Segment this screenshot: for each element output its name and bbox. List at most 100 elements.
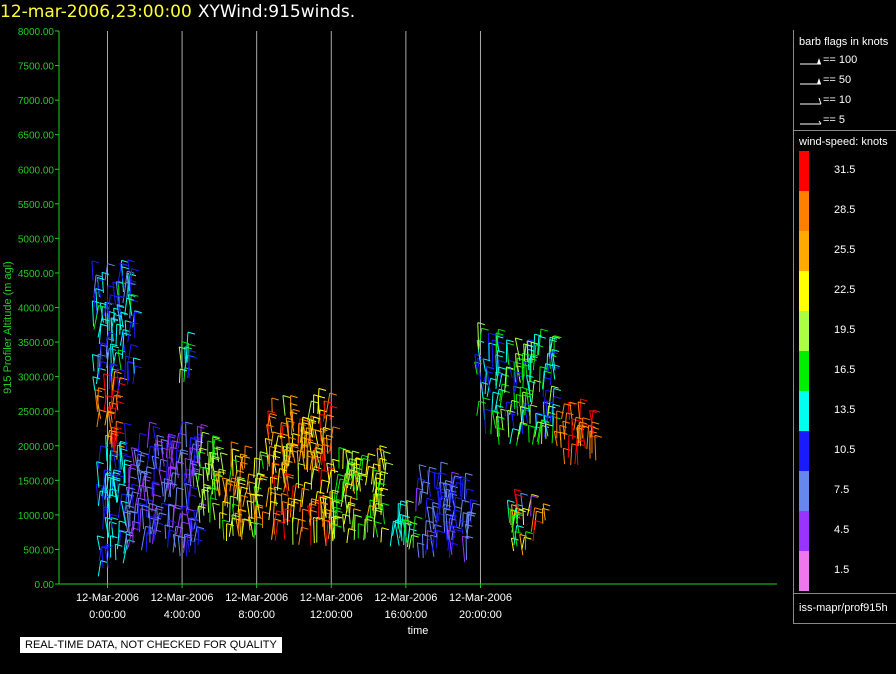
wind-barb-flag — [244, 445, 253, 449]
wind-barb-flag — [101, 271, 110, 275]
wind-barb-flag — [141, 452, 149, 456]
wind-barb-flag — [553, 387, 562, 391]
wind-barb-flag — [413, 532, 421, 536]
wind-barb-flag — [194, 538, 203, 542]
wind-barb-staff — [264, 438, 269, 464]
wind-barb-flag — [467, 511, 475, 515]
wind-barb-flag — [109, 454, 118, 458]
wind-barb-flag — [137, 469, 145, 473]
wind-barb-staff — [125, 531, 128, 550]
wind-barb-staff — [323, 444, 325, 471]
wind-barb-staff — [513, 489, 519, 515]
wind-barb-flag — [567, 401, 576, 405]
wind-barb-flag — [131, 293, 139, 297]
wind-barb-flag — [330, 405, 338, 409]
wind-barb-staff — [282, 395, 286, 416]
wind-barb-staff — [103, 373, 107, 400]
wind-barb-staff — [435, 530, 439, 549]
wind-barb-flag — [324, 400, 333, 404]
wind-barb-staff — [126, 505, 130, 531]
barb-legend-item: == 50 — [799, 74, 851, 86]
wind-barb-staff — [486, 366, 491, 393]
wind-barb-flag — [515, 513, 523, 517]
wind-barb-staff — [474, 361, 478, 375]
wind-barb-staff — [283, 473, 289, 497]
wind-barb-staff — [531, 380, 535, 405]
wind-barb-staff — [291, 485, 294, 501]
wind-barb-flag — [104, 545, 113, 549]
wind-barb-staff — [299, 488, 303, 512]
wind-barb-staff — [546, 353, 549, 371]
legend-panel: barb flags in knots == 100 == 50 == 10 == 5… — [793, 30, 896, 624]
wind-barb-flag — [307, 455, 315, 459]
wind-barb-flag — [368, 453, 376, 457]
wind-barb-flag — [198, 505, 206, 509]
wind-barb-flag — [410, 521, 418, 525]
wind-barb-staff — [562, 448, 566, 465]
wind-barb-flag — [212, 435, 220, 439]
wind-barb-flag — [521, 361, 530, 365]
wind-barb-flag — [462, 499, 470, 503]
wind-barb-flag — [518, 509, 526, 513]
wind-barb-staff — [193, 526, 198, 542]
wind-barb-staff — [236, 482, 239, 501]
barb-legend-label: == 100 — [823, 54, 858, 66]
wind-barb-staff — [281, 501, 285, 524]
wind-barb-flag — [117, 431, 125, 435]
wind-barb-staff — [174, 461, 178, 488]
wind-barb-flag — [445, 513, 454, 517]
x-tick-date: 12-Mar-2006 — [374, 592, 437, 604]
wind-barb-staff — [346, 469, 351, 489]
wind-barb-flag — [270, 476, 278, 480]
wind-barb-staff — [106, 348, 110, 369]
wind-barb-flag — [568, 434, 577, 438]
wind-barb-flag — [114, 426, 122, 430]
x-tick-time: 0:00:00 — [89, 609, 126, 621]
wind-barb-flag — [426, 497, 435, 501]
wind-barb-flag — [462, 478, 471, 482]
wind-barb-staff — [476, 340, 481, 362]
wind-barb-staff — [500, 408, 504, 430]
wind-barb-flag — [110, 318, 119, 322]
y-tick-label: 1000.00 — [18, 511, 55, 522]
wind-barb-flag — [520, 406, 528, 409]
wind-barb-flag — [506, 342, 515, 346]
wind-barb-staff — [132, 365, 136, 384]
wind-barb-flag — [376, 477, 384, 481]
wind-barb-staff — [383, 451, 386, 470]
wind-barb-flag — [210, 497, 218, 501]
wind-barb-staff — [96, 535, 101, 551]
wind-barb-flag — [98, 305, 106, 309]
wind-barb-staff — [543, 390, 547, 406]
wind-barb-staff — [376, 448, 380, 472]
wind-barb-staff — [127, 321, 132, 343]
wind-barb-staff — [432, 502, 434, 530]
legend-divider — [794, 130, 896, 131]
wind-barb-staff — [152, 529, 155, 544]
wind-barb-staff — [491, 392, 494, 411]
wind-barb-staff — [111, 472, 114, 497]
wind-barb-flag — [188, 343, 196, 347]
wind-barb-staff — [318, 444, 324, 469]
wind-barb-flag — [129, 476, 137, 480]
y-tick-label: 5500.00 — [18, 200, 55, 211]
wind-barb-staff — [448, 493, 451, 509]
wind-barb-staff — [406, 500, 409, 526]
wind-barb-flag — [115, 543, 123, 547]
wind-barb-flag — [104, 469, 112, 473]
wind-barb-flag — [270, 491, 278, 495]
wind-barb-flag — [468, 511, 477, 515]
y-tick-label: 3500.00 — [18, 338, 55, 349]
wind-barb-flag — [344, 494, 352, 498]
wind-barb-flag — [108, 494, 117, 498]
wind-barb-flag — [313, 394, 321, 398]
wind-barb-flag — [406, 500, 414, 504]
wind-barb-staff — [402, 519, 408, 543]
wind-barb-staff — [494, 389, 500, 412]
wind-barb-flag — [138, 502, 147, 506]
wind-barb-staff — [197, 451, 201, 467]
wind-barb-staff — [231, 503, 235, 521]
wind-barb-staff — [110, 474, 113, 489]
wind-barb-staff — [237, 486, 242, 513]
wind-barb-flag — [311, 498, 319, 502]
